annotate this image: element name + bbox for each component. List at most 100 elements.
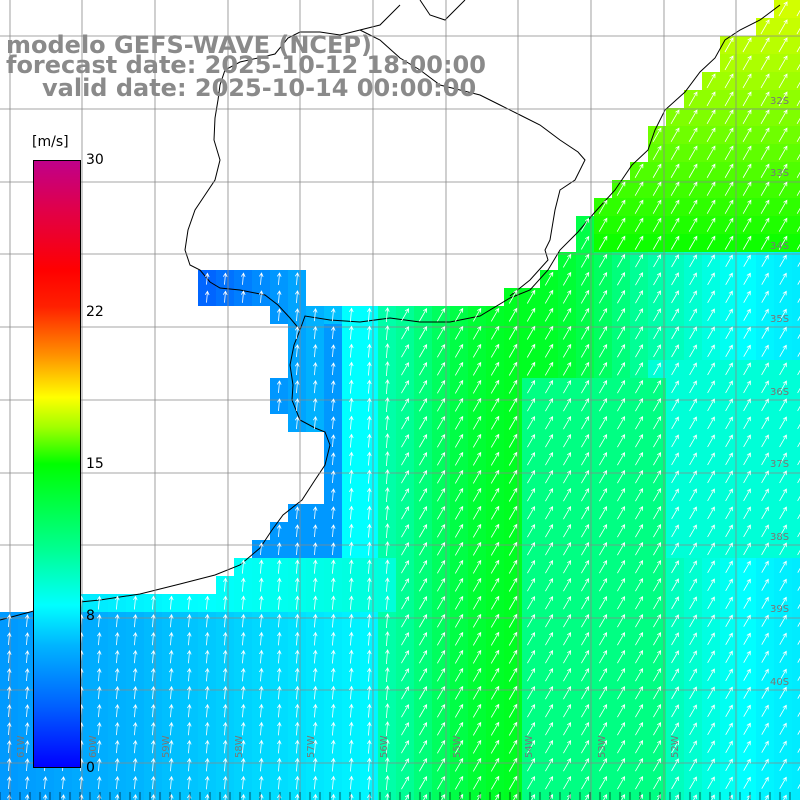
wind-arrow <box>689 614 697 628</box>
wind-arrow <box>563 506 572 520</box>
wind-arrow <box>635 308 643 322</box>
wind-arrow <box>490 307 500 322</box>
wind-arrow <box>599 668 608 682</box>
wind-arrow <box>422 794 428 800</box>
wind-speed-cell <box>792 162 800 180</box>
wind-arrow <box>204 272 210 285</box>
wind-arrow <box>796 63 800 71</box>
wind-arrow <box>223 649 228 664</box>
wind-arrow <box>761 344 769 357</box>
wind-arrow <box>689 722 697 736</box>
wind-arrow <box>527 488 536 502</box>
wind-arrow <box>653 344 661 358</box>
wind-arrow <box>490 397 500 412</box>
wind-arrow <box>617 668 626 682</box>
wind-arrow <box>331 667 336 682</box>
wind-arrow <box>385 577 390 592</box>
wind-arrow <box>490 541 500 556</box>
wind-arrow <box>635 380 644 394</box>
wind-arrow <box>724 199 734 214</box>
wind-arrow <box>635 632 644 646</box>
wind-arrow <box>706 199 716 214</box>
wind-arrow <box>545 704 554 718</box>
wind-arrow <box>490 685 500 700</box>
wind-arrow <box>508 757 518 772</box>
wind-arrow <box>454 685 464 700</box>
wind-arrow <box>706 217 716 232</box>
wind-arrow <box>617 542 626 556</box>
wind-arrow <box>779 254 787 267</box>
wind-arrow <box>312 326 318 340</box>
wind-arrow <box>671 380 679 394</box>
bottom-ticks <box>0 792 791 800</box>
wind-arrow <box>580 361 590 376</box>
wind-arrow <box>634 199 644 214</box>
wind-arrow <box>454 451 464 466</box>
wind-arrow <box>563 740 572 754</box>
wind-arrow <box>277 757 282 772</box>
wind-arrow <box>114 614 120 628</box>
wind-arrow <box>490 433 500 448</box>
wind-arrow <box>527 668 536 682</box>
wind-arrow <box>580 253 590 268</box>
wind-arrow <box>563 722 572 736</box>
wind-arrow <box>796 117 800 125</box>
wind-arrow <box>563 560 572 574</box>
wind-arrow <box>385 397 390 413</box>
wind-arrow <box>294 398 300 412</box>
wind-arrow <box>223 631 228 646</box>
wind-arrow <box>527 380 536 394</box>
wind-arrow <box>670 199 680 214</box>
wind-arrow <box>581 614 590 628</box>
wind-arrow <box>419 614 428 628</box>
wind-arrow <box>454 505 464 520</box>
wind-arrow <box>205 793 210 800</box>
wind-arrow <box>150 757 156 772</box>
wind-arrow <box>205 757 210 772</box>
wind-arrow <box>186 613 192 628</box>
wind-arrow <box>707 344 715 358</box>
wind-arrow <box>349 325 354 340</box>
wind-arrow <box>349 685 354 700</box>
wind-arrow <box>223 667 228 682</box>
wind-arrow <box>150 703 156 718</box>
wind-arrow <box>223 775 228 790</box>
wind-arrow <box>295 739 300 754</box>
wind-arrow <box>294 416 300 430</box>
wind-arrow <box>78 776 84 790</box>
wind-arrow <box>168 685 174 700</box>
wind-arrow <box>599 758 608 772</box>
wind-arrow <box>330 362 336 376</box>
wind-arrow <box>295 595 300 610</box>
wind-speed-cell <box>792 342 800 360</box>
wind-arrow <box>652 235 662 250</box>
wind-arrow <box>563 596 572 610</box>
wind-arrow <box>671 524 679 538</box>
wind-arrow <box>635 344 643 358</box>
wind-arrow <box>150 667 156 682</box>
wind-arrow <box>707 326 715 340</box>
wind-arrow <box>472 703 482 718</box>
wind-arrow <box>24 776 30 790</box>
wind-arrow <box>277 685 282 700</box>
wind-arrow <box>454 433 464 448</box>
wind-arrow <box>797 783 800 789</box>
wind-arrow <box>617 686 626 700</box>
wind-arrow <box>526 361 536 376</box>
wind-arrow <box>114 668 120 682</box>
wind-arrow <box>454 487 464 502</box>
wind-arrow <box>349 397 354 412</box>
wind-arrow <box>724 109 734 125</box>
wind-arrow <box>526 289 536 304</box>
wind-arrow <box>276 398 282 412</box>
wind-arrow <box>671 416 679 430</box>
colorbar <box>34 161 80 767</box>
wind-arrow <box>797 495 800 502</box>
wind-arrow <box>132 667 138 682</box>
wind-arrow <box>508 451 518 466</box>
wind-arrow <box>454 523 464 538</box>
wind-arrow <box>616 199 626 214</box>
wind-speed-cell <box>792 270 800 288</box>
wind-arrow <box>545 560 554 574</box>
longitude-label: 54W <box>524 735 535 758</box>
